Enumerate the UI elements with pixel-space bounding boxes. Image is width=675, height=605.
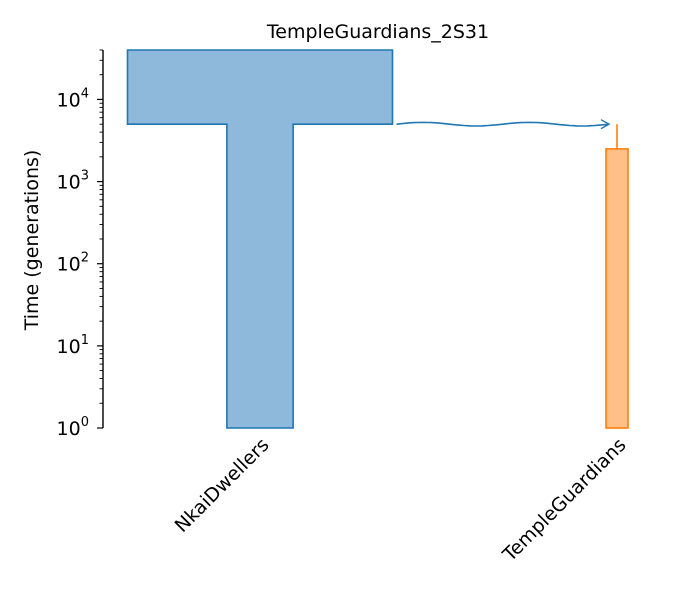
y-axis-label: Time (generations) bbox=[21, 150, 43, 332]
y-tick-exponent: 2 bbox=[81, 251, 89, 266]
y-tick-exponent: 0 bbox=[81, 415, 89, 430]
y-tick-label: 100 bbox=[57, 415, 89, 440]
y-tick-label: 102 bbox=[57, 251, 89, 276]
y-tick-label: 101 bbox=[57, 333, 89, 358]
chart-title: TempleGuardians_2S31 bbox=[266, 21, 489, 43]
migration-arrow-line bbox=[396, 121, 610, 127]
deme-label: NkaiDwellers bbox=[171, 434, 274, 537]
y-tick-label: 104 bbox=[57, 86, 89, 111]
migration-arrow-head bbox=[600, 119, 611, 130]
deme-TempleGuardians bbox=[605, 148, 629, 429]
deme-labels: NkaiDwellers TempleGuardians bbox=[171, 434, 631, 567]
y-tick-exponent: 3 bbox=[81, 169, 89, 184]
demes-layer bbox=[126, 49, 629, 429]
y-tick-label: 103 bbox=[57, 169, 89, 194]
y-tick-exponent: 1 bbox=[81, 333, 89, 348]
y-tick-exponent: 4 bbox=[81, 86, 89, 101]
deme-NkaiDwellers bbox=[126, 49, 394, 429]
migration-layer bbox=[396, 119, 611, 130]
deme-label: TempleGuardians bbox=[498, 434, 631, 567]
